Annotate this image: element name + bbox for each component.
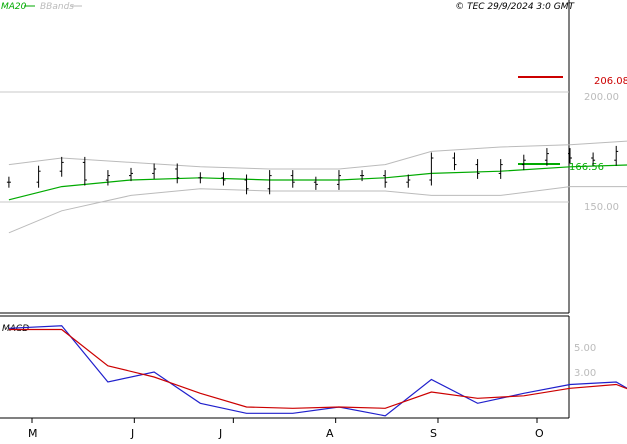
- bband-lower-line: [8, 186, 627, 234]
- bbands-legend: BBands: [40, 2, 74, 12]
- price-bar: [198, 172, 203, 184]
- macd-y-tick-label: 3.00: [574, 368, 596, 379]
- price-bar: [383, 170, 388, 188]
- price-bar: [452, 152, 457, 171]
- x-tick-label: A: [326, 427, 334, 440]
- price-bar: [521, 154, 526, 171]
- x-tick-label: S: [430, 427, 437, 440]
- price-bar: [6, 176, 11, 188]
- price-bar: [36, 165, 41, 188]
- price-bar: [568, 148, 573, 164]
- x-tick-label: J: [218, 427, 222, 440]
- price-y-tick-label: 200.00: [584, 92, 619, 103]
- copyright-text: © TEC 29/9/2024 3:0 GMT: [455, 2, 575, 12]
- price-bar: [475, 159, 480, 179]
- x-tick-label: O: [535, 427, 544, 440]
- price-bar: [267, 170, 272, 195]
- macd-line: [8, 325, 627, 417]
- price-bar: [59, 156, 64, 177]
- price-bar: [152, 163, 157, 179]
- price-bar: [290, 170, 295, 188]
- bband-upper-line: [8, 140, 627, 170]
- price-bar: [129, 167, 134, 182]
- price-bar: [498, 159, 503, 179]
- price-y-tick-label: 150.00: [584, 202, 619, 213]
- price-bar: [313, 176, 318, 190]
- ma20-legend: MA20: [1, 2, 27, 12]
- signal-line: [8, 328, 627, 409]
- price-bar: [429, 152, 434, 186]
- x-tick-label: M: [28, 427, 38, 440]
- price-bar: [221, 172, 226, 186]
- support-label: 166.56: [569, 162, 604, 173]
- x-tick-label: J: [130, 427, 134, 440]
- resistance-label: 206.08: [594, 76, 627, 87]
- price-bar: [105, 170, 110, 186]
- price-bar: [591, 152, 596, 166]
- price-bar: [244, 174, 249, 195]
- price-bar: [406, 174, 411, 188]
- price-bar: [336, 170, 341, 190]
- price-bar: [82, 156, 87, 186]
- price-bar: [360, 170, 365, 182]
- price-bar: [175, 163, 180, 184]
- price-bar: [544, 148, 549, 166]
- macd-y-tick-label: 5.00: [574, 343, 596, 354]
- price-bar: [614, 145, 619, 166]
- ma20-line: [8, 164, 627, 201]
